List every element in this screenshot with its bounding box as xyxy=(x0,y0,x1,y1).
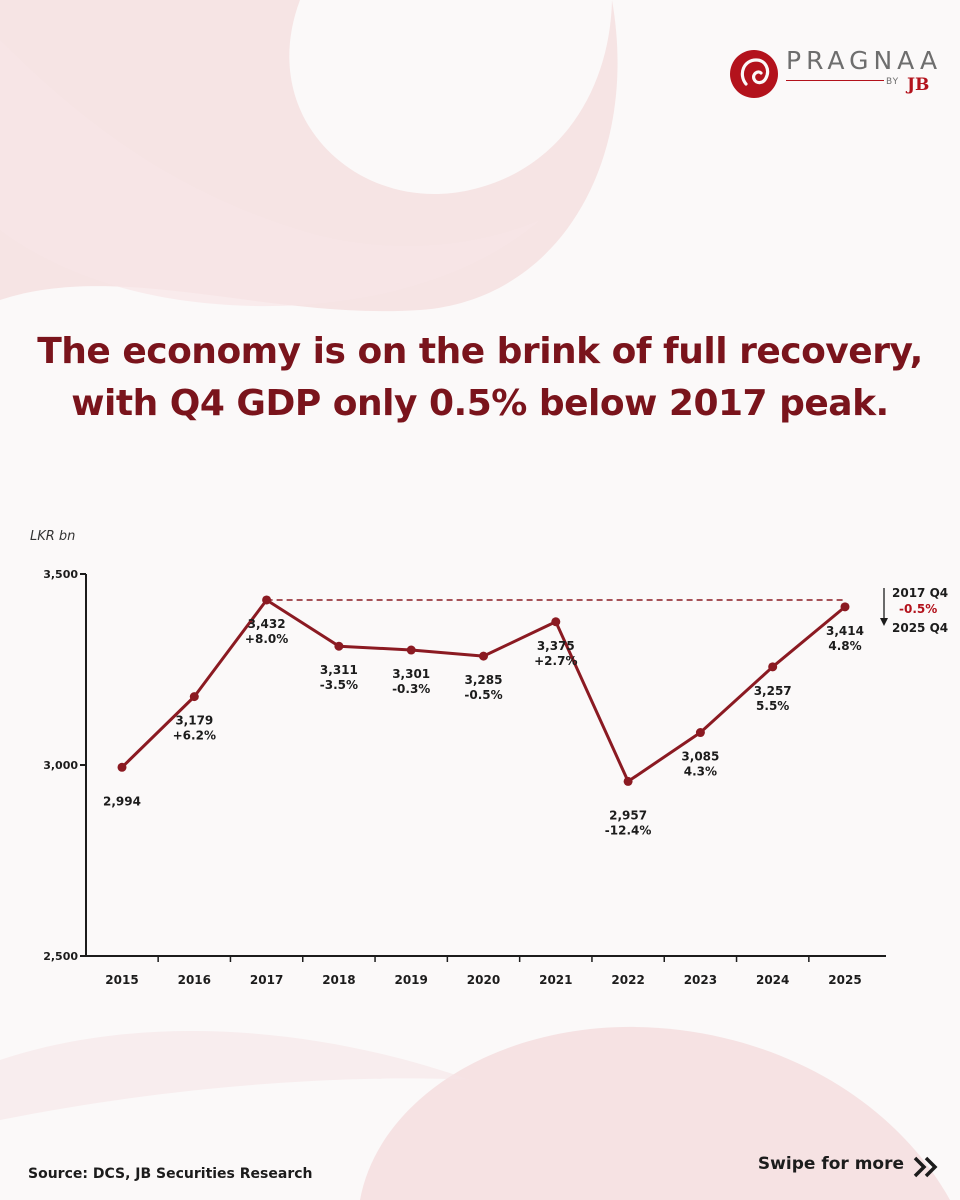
source-note: Source: DCS, JB Securities Research xyxy=(28,1166,313,1182)
annotation-bottom: 2025 Q4 xyxy=(892,621,948,635)
value-label-2015: 2,994 xyxy=(103,794,141,808)
bg-swirl-bottom xyxy=(360,1026,950,1200)
bg-wave-bottom xyxy=(0,1031,470,1120)
x-tick-label-2023: 2023 xyxy=(684,973,717,987)
growth-label-2024: 5.5% xyxy=(756,699,789,713)
page-title: The economy is on the brink of full reco… xyxy=(0,326,960,430)
brand-jb: JB xyxy=(907,75,930,95)
value-label-2021: 3,375 xyxy=(537,639,575,653)
growth-label-2023: 4.3% xyxy=(684,765,717,779)
value-label-2022: 2,957 xyxy=(609,808,647,822)
y-tick-label-1: 3,000 xyxy=(43,759,78,772)
data-point-2020 xyxy=(479,651,488,661)
growth-label-2020: -0.5% xyxy=(464,688,502,702)
y-tick-label-2: 3,500 xyxy=(43,568,78,581)
value-label-2019: 3,301 xyxy=(392,667,430,681)
data-point-2015 xyxy=(117,762,127,772)
x-tick-label-2021: 2021 xyxy=(539,973,572,987)
brand-by: BY xyxy=(886,77,900,87)
brand-divider xyxy=(786,80,884,81)
brand-logo xyxy=(728,48,938,104)
title-line-2: with Q4 GDP only 0.5% below 2017 peak. xyxy=(71,383,889,424)
value-label-2020: 3,285 xyxy=(465,673,503,687)
data-point-2019 xyxy=(406,645,416,655)
y-axis-label: LKR bn xyxy=(30,529,75,544)
x-tick-label-2019: 2019 xyxy=(394,973,427,987)
x-tick-label-2015: 2015 xyxy=(105,973,138,987)
annotation-top: 2017 Q4 xyxy=(892,586,948,600)
growth-label-2021: +2.7% xyxy=(534,654,577,668)
data-point-2021 xyxy=(551,617,561,627)
data-point-2025 xyxy=(840,602,850,612)
x-tick-label-2020: 2020 xyxy=(467,973,500,987)
x-tick-label-2024: 2024 xyxy=(756,973,789,987)
bg-swirl-top-2 xyxy=(0,40,540,307)
growth-label-2019: -0.3% xyxy=(392,682,430,696)
data-point-2016 xyxy=(189,692,199,702)
growth-label-2022: -12.4% xyxy=(605,823,652,837)
data-point-2017 xyxy=(262,595,272,605)
swipe-for-more-label[interactable]: Swipe for more xyxy=(757,1154,904,1174)
growth-label-2018: -3.5% xyxy=(320,678,358,692)
y-tick-label-0: 2,500 xyxy=(43,950,78,963)
x-tick-label-2022: 2022 xyxy=(611,973,644,987)
value-label-2025: 3,414 xyxy=(826,624,864,638)
data-point-2022 xyxy=(623,776,633,786)
double-chevron-right-icon[interactable] xyxy=(912,1155,940,1179)
x-tick-label-2017: 2017 xyxy=(250,973,283,987)
data-point-2018 xyxy=(334,641,344,651)
title-line-1: The economy is on the brink of full reco… xyxy=(37,331,923,372)
growth-label-2017: +8.0% xyxy=(245,632,288,646)
value-label-2018: 3,311 xyxy=(320,663,358,677)
logo-mark-icon xyxy=(730,50,778,98)
value-label-2017: 3,432 xyxy=(248,617,286,631)
value-label-2023: 3,085 xyxy=(681,750,719,764)
value-label-2016: 3,179 xyxy=(175,714,213,728)
growth-label-2016: +6.2% xyxy=(173,729,216,743)
annotation-change: -0.5% xyxy=(899,602,937,616)
annotation-arrow-head-icon xyxy=(880,618,888,626)
data-point-2023 xyxy=(695,728,705,738)
x-tick-label-2016: 2016 xyxy=(178,973,211,987)
data-point-2024 xyxy=(768,662,778,672)
x-tick-label-2025: 2025 xyxy=(828,973,861,987)
brand-name: PRAGNAA xyxy=(786,46,943,75)
value-label-2024: 3,257 xyxy=(754,684,792,698)
x-tick-label-2018: 2018 xyxy=(322,973,355,987)
growth-label-2025: 4.8% xyxy=(828,639,861,653)
